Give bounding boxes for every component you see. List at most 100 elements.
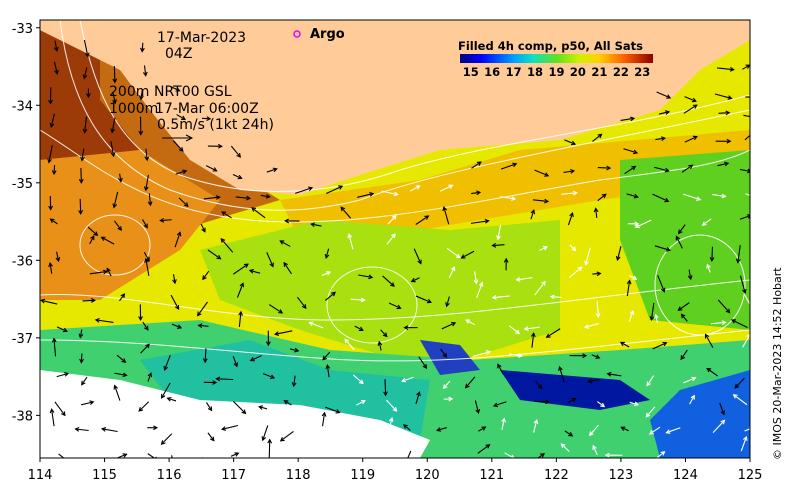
- current-vector: [717, 299, 731, 314]
- colorbar-title: Filled 4h comp, p50, All Sats: [458, 39, 643, 53]
- current-vector: [203, 380, 218, 385]
- current-vector: [620, 116, 636, 122]
- current-vector: [296, 296, 307, 310]
- current-vector: [665, 427, 681, 434]
- current-vector: [563, 168, 576, 174]
- current-vector: [207, 143, 223, 149]
- colorbar: [460, 54, 653, 63]
- current-vector: [358, 274, 374, 280]
- current-vector: [230, 145, 242, 158]
- x-tick-label: 117: [221, 468, 246, 483]
- current-vector: [652, 341, 668, 350]
- current-vector: [706, 367, 719, 377]
- y-tick-label: -35: [12, 177, 33, 192]
- current-vector: [171, 455, 173, 458]
- x-tick-label: 119: [350, 468, 375, 483]
- current-vector: [500, 162, 518, 170]
- current-vector: [202, 270, 210, 281]
- x-tick-label: 118: [286, 468, 311, 483]
- current-vector: [116, 354, 127, 363]
- current-vector: [597, 165, 612, 171]
- current-vector: [680, 313, 688, 322]
- current-vector: [279, 430, 294, 442]
- current-vector: [534, 399, 551, 405]
- current-vector: [380, 329, 388, 338]
- current-vector: [648, 426, 661, 435]
- current-vector: [207, 432, 215, 442]
- current-vector: [592, 444, 598, 456]
- colorbar-tick-label: 19: [548, 65, 564, 79]
- current-vector: [344, 338, 355, 351]
- current-vector: [114, 372, 128, 378]
- current-vector: [443, 396, 454, 402]
- current-vector: [628, 221, 640, 227]
- current-vector: [474, 400, 481, 415]
- current-vector: [401, 376, 414, 383]
- current-vector: [159, 217, 172, 223]
- current-vector: [238, 310, 243, 327]
- current-vector: [258, 405, 268, 410]
- contour-line: [40, 329, 750, 362]
- current-vector: [56, 326, 68, 333]
- current-vector: [403, 325, 418, 331]
- current-vector: [233, 263, 249, 275]
- contour-line: [40, 279, 750, 321]
- current-vector: [203, 195, 221, 200]
- colorbar-tick-label: 21: [591, 65, 607, 79]
- current-vector: [464, 319, 476, 326]
- current-vector: [503, 257, 509, 271]
- current-vectors: [40, 39, 750, 458]
- current-vector: [656, 91, 672, 99]
- current-vector: [58, 453, 65, 458]
- current-vector: [83, 39, 90, 58]
- current-vector: [268, 304, 284, 314]
- current-vector: [717, 66, 735, 72]
- current-vector: [232, 173, 243, 180]
- current-vector: [140, 42, 145, 53]
- current-vector: [89, 235, 95, 245]
- current-vector: [170, 294, 180, 310]
- x-tick-label: 121: [479, 468, 504, 483]
- current-vector: [477, 426, 487, 432]
- current-vector: [48, 87, 53, 105]
- current-vector: [535, 380, 543, 390]
- current-vector: [744, 426, 750, 432]
- current-vector: [273, 330, 293, 337]
- current-vector: [504, 452, 515, 458]
- contour-line: [79, 20, 750, 192]
- current-vector: [742, 333, 750, 348]
- land-corner: [40, 20, 60, 40]
- current-vector: [744, 294, 750, 309]
- current-vector: [629, 401, 640, 407]
- current-vector: [415, 295, 432, 304]
- x-tick-label: 116: [157, 468, 182, 483]
- current-vector: [160, 433, 173, 445]
- current-vector: [51, 165, 57, 176]
- current-vector: [732, 394, 748, 406]
- colorbar-tick-label: 15: [463, 65, 479, 79]
- current-vector: [144, 257, 150, 276]
- current-vector: [588, 424, 599, 437]
- current-vector: [248, 268, 261, 274]
- contour-lines: [40, 20, 750, 362]
- current-vector: [202, 348, 208, 364]
- current-vector: [340, 206, 352, 219]
- current-vector: [680, 349, 688, 361]
- y-tick-label: -36: [12, 254, 33, 269]
- current-vector: [87, 226, 99, 237]
- y-axis: -33 -34 -35 -36 -37 -38: [12, 22, 40, 424]
- current-vector: [645, 406, 656, 418]
- current-vector: [49, 218, 58, 225]
- current-vector: [706, 263, 711, 273]
- cloud-mask: [40, 370, 430, 458]
- current-vector: [491, 242, 505, 248]
- current-vector: [501, 417, 506, 430]
- current-vector: [681, 164, 694, 173]
- current-vector: [739, 168, 750, 174]
- current-vector: [178, 197, 189, 208]
- current-vector: [629, 275, 638, 280]
- colorbar-tick-label: 17: [506, 65, 522, 79]
- current-vector: [537, 453, 545, 458]
- current-vector: [49, 408, 55, 427]
- current-vector: [283, 261, 292, 275]
